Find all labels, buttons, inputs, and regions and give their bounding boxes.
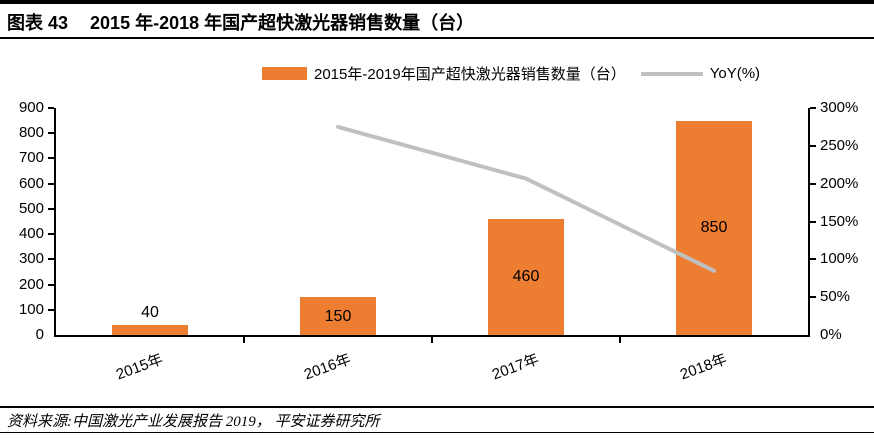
right-axis-label: 200% [820, 174, 859, 192]
bar-value-label: 460 [512, 268, 540, 286]
title-divider [0, 37, 874, 39]
legend-bar-label: 2015年-2019年国产超快激光器销售数量（台） [314, 66, 626, 83]
bar-value-label: 850 [700, 219, 728, 237]
y-axis-label: 200 [18, 275, 44, 293]
legend-line-label: YoY(%) [709, 65, 761, 82]
right-axis-label: 300% [820, 99, 859, 116]
y-axis-tick [48, 258, 54, 261]
x-axis-tick [431, 337, 433, 343]
bar [300, 297, 376, 335]
y-axis-tick [48, 308, 54, 311]
x-axis-label: 2017年 [489, 350, 541, 384]
bar-value-label: 40 [141, 303, 159, 321]
y-axis-label: 500 [18, 199, 44, 217]
y-axis-label: 0 [35, 326, 44, 343]
right-axis-label: 0% [820, 326, 842, 343]
right-axis-tick [810, 107, 816, 109]
x-axis-tick [619, 337, 621, 343]
y-axis-tick [48, 107, 54, 109]
y-axis-line [54, 108, 56, 337]
right-axis-label: 100% [820, 250, 859, 268]
y-axis-tick [48, 283, 54, 286]
y-axis-tick [48, 182, 54, 185]
x-axis-label: 2015年 [113, 350, 165, 384]
bar [112, 324, 188, 335]
figure-title: 图表 43 2015 年-2018 年国产超快激光器销售数量（台） [7, 9, 474, 35]
x-axis-label: 2018年 [677, 350, 729, 384]
legend-bar-swatch [262, 67, 307, 80]
y-axis-label: 100 [18, 300, 44, 318]
y-axis-label: 700 [18, 149, 44, 167]
x-axis-label: 2016年 [301, 350, 353, 384]
right-axis-tick [810, 182, 816, 185]
right-axis-label: 50% [820, 288, 851, 306]
y-axis-tick [48, 207, 54, 210]
footer-divider-top [0, 406, 874, 408]
top-border [0, 0, 874, 4]
right-axis-tick [810, 144, 816, 147]
plot-area: 0 100 200 300 400 500 600 700 800 900 0% 50% 100% 150… [19, 99, 858, 383]
figure-label: 图表 43 [7, 13, 69, 33]
x-axis-line [54, 335, 810, 337]
source-note: 资料来源:中国激光产业发展报告 2019， 平安证券研究所 [7, 414, 380, 430]
y-axis-label: 600 [18, 174, 44, 192]
right-axis-label: 150% [820, 212, 859, 230]
figure-title-text: 2015 年-2018 年国产超快激光器销售数量（台） [90, 13, 475, 33]
right-axis-tick [810, 220, 816, 223]
x-axis-tick [243, 337, 245, 343]
right-axis-tick [810, 258, 816, 261]
bar-value-label: 150 [324, 307, 352, 325]
y-axis-label: 300 [18, 250, 44, 268]
footer-divider-bottom [0, 432, 874, 433]
y-axis-tick [48, 157, 54, 160]
right-axis-line [808, 108, 810, 337]
y-axis-label: 800 [18, 124, 44, 142]
right-axis-label: 250% [820, 136, 859, 154]
y-axis-label: 400 [18, 225, 44, 243]
y-axis-tick [48, 233, 54, 236]
right-axis-tick [810, 296, 816, 299]
chart-legend: 2015年-2019年国产超快激光器销售数量（台） YoY(%) [262, 63, 760, 84]
legend-line-swatch [640, 71, 703, 76]
y-axis-label: 900 [18, 99, 44, 116]
y-axis-tick [48, 132, 54, 135]
